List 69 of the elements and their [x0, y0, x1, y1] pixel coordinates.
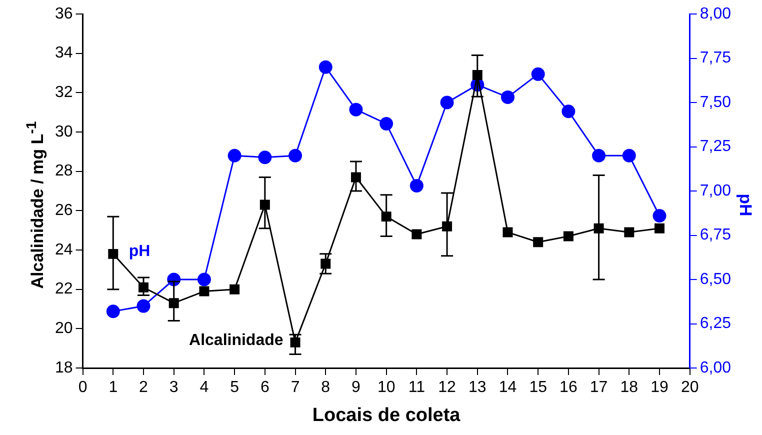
point — [652, 209, 666, 223]
point — [349, 102, 363, 116]
point — [500, 90, 514, 104]
point — [654, 223, 664, 234]
x-tick-label: 14 — [498, 379, 517, 396]
y-tick-label: 34 — [55, 44, 73, 62]
y2-tick-label: 8,00 — [700, 5, 732, 22]
x-tick-label: 8 — [321, 379, 330, 396]
y2-axis-title: pH — [735, 194, 755, 216]
point — [533, 237, 544, 248]
x-tick-label: 18 — [620, 379, 638, 396]
y2-tick-label: 7,00 — [700, 182, 732, 200]
point — [106, 304, 120, 318]
point — [136, 299, 150, 313]
point — [258, 150, 272, 164]
y2-tick-label: 6,50 — [700, 270, 732, 288]
x-axis-title: Locais de coleta — [312, 404, 461, 426]
series-label: pH — [128, 242, 150, 260]
point — [380, 116, 394, 130]
x-tick-label: 10 — [377, 379, 396, 396]
point — [592, 148, 606, 162]
y-tick-label: 28 — [55, 162, 73, 180]
x-tick-label: 13 — [468, 379, 486, 396]
y2-tick-label: 7,25 — [700, 138, 732, 156]
x-tick-label: 16 — [560, 379, 578, 396]
point — [197, 272, 211, 286]
point — [440, 96, 454, 110]
x-tick-label: 15 — [529, 379, 548, 396]
y-tick-label: 26 — [55, 202, 73, 220]
x-tick-label: 2 — [139, 379, 148, 396]
y-tick-label: 18 — [55, 359, 73, 376]
point — [563, 231, 574, 242]
point — [624, 227, 634, 238]
y2-tick-label: 6,75 — [700, 226, 732, 244]
y-tick-label: 30 — [55, 123, 73, 140]
y2-tick-label: 6,25 — [700, 315, 732, 332]
point — [412, 229, 422, 240]
x-tick-label: 17 — [590, 379, 608, 396]
point — [199, 286, 210, 296]
y-tick-label: 24 — [55, 241, 73, 258]
y-tick-label: 32 — [55, 84, 73, 102]
y2-tick-label: 6,00 — [700, 359, 732, 376]
x-tick-label: 5 — [230, 379, 240, 396]
point — [622, 148, 636, 162]
x-tick-label: 20 — [680, 379, 699, 396]
x-tick-label: 6 — [260, 379, 270, 396]
point — [228, 148, 242, 162]
y-tick-label: 22 — [55, 280, 73, 298]
point — [502, 227, 513, 238]
y-tick-label: 20 — [55, 320, 73, 338]
x-tick-label: 9 — [352, 379, 361, 396]
point — [288, 148, 302, 162]
series-label: Alcalinidade — [189, 332, 284, 349]
y2-tick-label: 7,75 — [700, 50, 732, 67]
y2-tick-label: 7,50 — [700, 94, 732, 111]
x-tick-label: 1 — [108, 379, 118, 396]
x-tick-label: 7 — [290, 379, 300, 396]
point — [230, 284, 240, 294]
x-tick-label: 4 — [200, 379, 209, 396]
point — [410, 178, 424, 192]
x-tick-label: 12 — [438, 379, 456, 396]
point — [318, 60, 332, 74]
y-tick-label: 36 — [55, 5, 73, 22]
x-tick-label: 11 — [408, 379, 426, 396]
x-tick-label: 3 — [169, 379, 178, 396]
x-tick-label: 19 — [650, 379, 669, 396]
point — [531, 67, 545, 81]
x-tick-label: 0 — [78, 379, 88, 396]
point — [562, 104, 576, 118]
